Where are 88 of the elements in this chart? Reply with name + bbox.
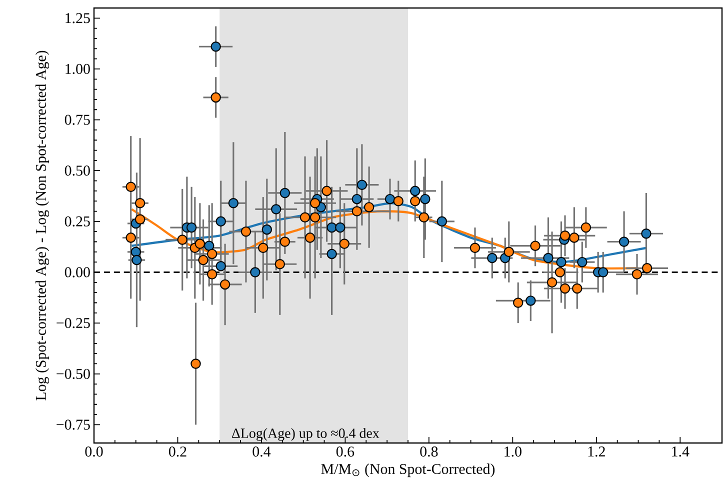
point bbox=[580, 222, 592, 233]
point bbox=[300, 212, 310, 222]
point bbox=[204, 240, 214, 251]
point bbox=[310, 198, 320, 208]
point bbox=[132, 254, 142, 266]
point bbox=[130, 246, 141, 258]
point bbox=[126, 182, 136, 192]
point bbox=[304, 232, 316, 243]
x-tick-label: 1.4 bbox=[672, 446, 690, 457]
point bbox=[206, 248, 218, 260]
point bbox=[418, 212, 430, 222]
point bbox=[310, 212, 320, 222]
y-tick-label: −0.50 bbox=[56, 368, 90, 379]
y-tick-label: 0.75 bbox=[64, 114, 90, 125]
point bbox=[280, 188, 290, 198]
point bbox=[546, 277, 558, 288]
y-tick-label: 1.25 bbox=[66, 13, 90, 24]
point bbox=[186, 222, 197, 233]
point bbox=[220, 279, 230, 290]
x-tick-label: 0.4 bbox=[252, 446, 271, 457]
point bbox=[258, 242, 268, 253]
y-tick-label: 1.00 bbox=[66, 64, 90, 74]
point bbox=[210, 41, 221, 52]
point bbox=[274, 258, 286, 270]
point bbox=[572, 283, 582, 294]
point bbox=[569, 232, 580, 243]
point bbox=[262, 224, 272, 235]
point bbox=[126, 232, 136, 243]
y-tick-label: −0.75 bbox=[56, 420, 90, 430]
point bbox=[384, 194, 396, 204]
band-label: ΔLog(Age) up to ≈0.4 dex bbox=[232, 428, 380, 441]
point bbox=[190, 358, 201, 369]
point bbox=[410, 186, 420, 196]
point bbox=[512, 298, 524, 308]
point bbox=[177, 234, 188, 245]
y-tick-label: 0.50 bbox=[64, 166, 90, 176]
point bbox=[240, 226, 252, 237]
point bbox=[352, 206, 362, 216]
x-tick-label: 1.0 bbox=[504, 446, 522, 457]
point bbox=[577, 256, 588, 268]
point bbox=[420, 194, 430, 204]
x-tick-label: 0.8 bbox=[420, 446, 438, 457]
point bbox=[270, 204, 282, 214]
point bbox=[642, 263, 652, 274]
point bbox=[339, 238, 350, 249]
point bbox=[134, 198, 146, 208]
point bbox=[364, 202, 374, 212]
point bbox=[393, 196, 404, 206]
point bbox=[194, 238, 206, 249]
y-tick-label: 0.00 bbox=[64, 267, 90, 278]
point bbox=[530, 240, 540, 251]
point bbox=[487, 252, 498, 264]
point bbox=[216, 216, 226, 227]
point bbox=[410, 196, 420, 206]
y-tick-label: −0.25 bbox=[56, 318, 90, 328]
point bbox=[280, 236, 290, 247]
point bbox=[326, 222, 337, 233]
point bbox=[322, 186, 332, 196]
point bbox=[206, 269, 218, 280]
point bbox=[216, 261, 226, 272]
y-tick-label: 0.25 bbox=[64, 216, 90, 227]
point bbox=[554, 267, 566, 278]
point bbox=[618, 236, 630, 247]
x-tick-label: 0.6 bbox=[336, 446, 354, 457]
point bbox=[560, 283, 570, 294]
point bbox=[356, 180, 368, 190]
point bbox=[543, 252, 554, 264]
point bbox=[556, 256, 566, 268]
point bbox=[641, 228, 652, 239]
x-tick-label: 0.2 bbox=[168, 446, 186, 457]
point bbox=[526, 296, 536, 306]
x-axis-title: M/M$_{⊙}$ (Non Spot-Corrected) bbox=[321, 464, 495, 478]
point bbox=[560, 230, 570, 241]
point bbox=[210, 92, 221, 103]
point bbox=[598, 267, 608, 278]
x-tick-label: 0.0 bbox=[85, 446, 103, 457]
point bbox=[352, 194, 362, 204]
x-tick-label: 1.2 bbox=[588, 446, 605, 457]
point bbox=[326, 248, 337, 260]
point bbox=[632, 269, 642, 280]
point bbox=[436, 216, 448, 227]
point bbox=[228, 198, 239, 208]
point bbox=[250, 267, 260, 278]
point bbox=[504, 246, 514, 258]
point bbox=[470, 242, 480, 253]
point bbox=[198, 254, 208, 266]
y-axis-title: Log (Spot-corrected Age) - Log (Non Spot-corrected Age) bbox=[35, 50, 50, 400]
point bbox=[335, 222, 346, 233]
